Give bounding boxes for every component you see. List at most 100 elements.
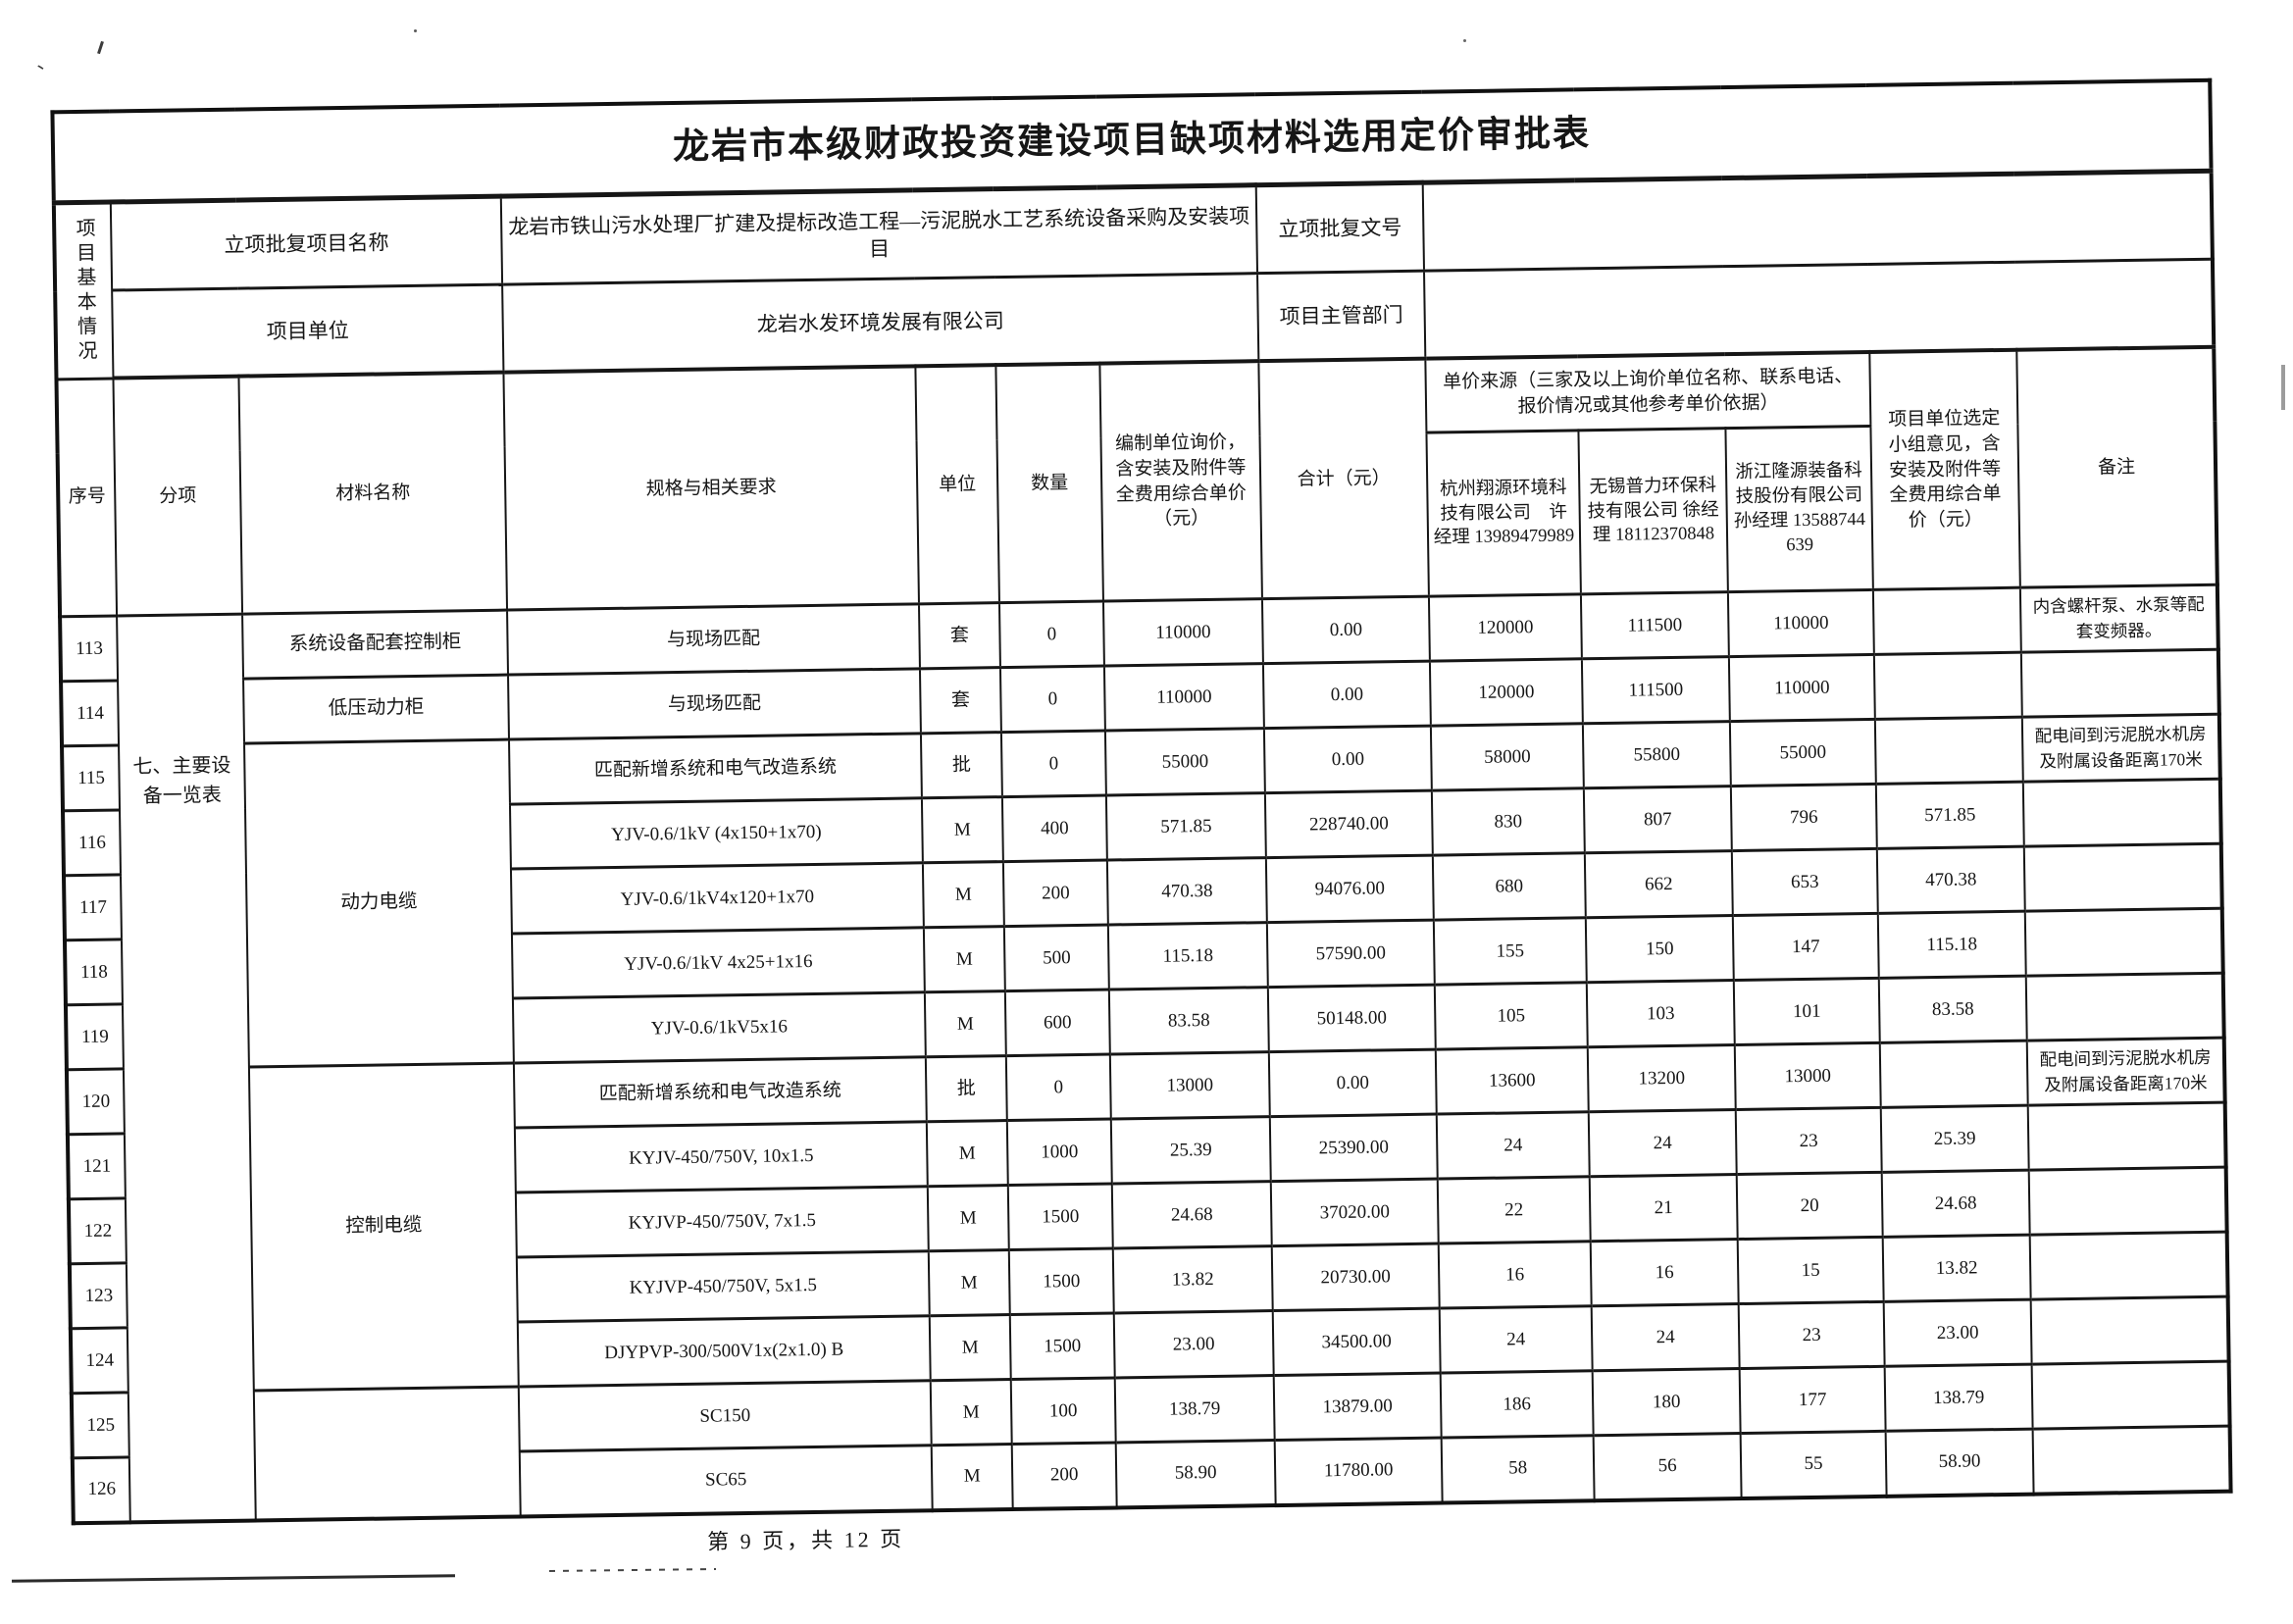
cell-seq: 122 [68, 1197, 127, 1264]
cell-vendor3-quote: 101 [1733, 978, 1880, 1045]
cell-material: 低压动力柜 [243, 675, 509, 744]
cell-seq: 125 [71, 1392, 129, 1458]
cell-compiled-price: 23.00 [1113, 1310, 1274, 1378]
cell-selected-price: 24.68 [1881, 1170, 2030, 1238]
cell-seq: 113 [60, 615, 119, 682]
cell-remark: 配电间到污泥脱水机房及附属设备距离170米 [2021, 714, 2220, 783]
cell-spec: SC65 [519, 1445, 933, 1516]
header-total: 合计（元） [1258, 358, 1429, 599]
cell-material: 系统设备配套控制柜 [242, 610, 509, 680]
cell-vendor2-quote: 21 [1589, 1174, 1738, 1242]
cell-remark [2028, 1167, 2227, 1236]
header-compiled-price: 编制单位询价，含安装及附件等全费用综合单价（元） [1099, 361, 1262, 602]
cell-total: 37020.00 [1270, 1179, 1439, 1246]
cell-quantity: 1500 [1007, 1183, 1113, 1250]
cell-selected-price [1879, 1040, 2028, 1108]
header-spec: 规格与相关要求 [503, 366, 919, 611]
cell-selected-price [1872, 587, 2021, 655]
cell-unit: 套 [919, 667, 1001, 734]
cell-quantity: 600 [1004, 990, 1110, 1056]
cell-compiled-price: 55000 [1104, 728, 1265, 796]
cell-vendor2-quote: 16 [1590, 1239, 1739, 1306]
cell-remark [2030, 1296, 2229, 1365]
cell-seq: 119 [65, 1003, 124, 1070]
scan-artifact-line [11, 1574, 456, 1583]
cell-compiled-price: 571.85 [1105, 792, 1266, 861]
cell-remark [2025, 973, 2224, 1041]
cell-total: 25390.00 [1269, 1114, 1438, 1182]
cell-unit: M [927, 1185, 1009, 1251]
cell-quantity: 200 [1011, 1442, 1117, 1509]
cell-remark [2023, 843, 2222, 912]
cell-remark [2024, 908, 2223, 977]
cell-selected-price: 115.18 [1877, 911, 2026, 979]
cell-compiled-price: 83.58 [1108, 987, 1269, 1055]
cell-vendor1-quote: 830 [1431, 787, 1585, 856]
cell-unit: M [928, 1249, 1010, 1316]
cell-vendor3-quote: 653 [1731, 848, 1878, 916]
project-unit-label: 项目单位 [112, 284, 504, 379]
cell-compiled-price: 25.39 [1110, 1116, 1271, 1184]
section-label: 项目基本情况 [73, 217, 97, 365]
cell-seq: 118 [64, 939, 123, 1005]
section-label-cell: 项目基本情况 [53, 202, 114, 380]
cell-spec: YJV-0.6/1kV (4x150+1x70) [509, 797, 923, 870]
cell-quantity: 400 [1001, 795, 1107, 862]
cell-total: 50148.00 [1267, 985, 1436, 1052]
cell-remark [2031, 1361, 2230, 1430]
cell-total: 228740.00 [1264, 790, 1433, 858]
cell-vendor3-quote: 110000 [1727, 589, 1874, 657]
cell-spec: KYJVP-450/750V, 7x1.5 [515, 1186, 929, 1258]
cell-spec: SC150 [518, 1380, 932, 1451]
cell-total: 0.00 [1261, 596, 1430, 664]
cell-vendor1-quote: 186 [1440, 1370, 1594, 1439]
cell-vendor1-quote: 58000 [1430, 723, 1584, 791]
scan-artifact-dot [1463, 39, 1466, 42]
cell-quantity: 100 [1010, 1377, 1116, 1445]
cell-spec: KYJV-450/750V, 10x1.5 [514, 1121, 928, 1193]
cell-remark [2020, 649, 2219, 718]
approval-doc-no-value [1422, 171, 2213, 272]
cell-vendor1-quote: 105 [1434, 982, 1588, 1050]
cell-unit: 套 [918, 602, 1000, 669]
cell-spec: KYJVP-450/750V, 5x1.5 [516, 1250, 930, 1322]
header-vendor-1: 杭州翔源环境科技有限公司 许经理 13989479989 [1426, 430, 1581, 597]
cell-spec: 匹配新增系统和电气改造系统 [513, 1056, 927, 1129]
cell-remark [2029, 1232, 2228, 1300]
cell-compiled-price: 110000 [1103, 663, 1264, 732]
cell-selected-price: 23.00 [1883, 1299, 2032, 1367]
header-selected-price: 项目单位选定小组意见，含安装及附件等全费用综合单价（元） [1869, 349, 2020, 590]
cell-spec: 与现场匹配 [508, 668, 921, 740]
cell-vendor1-quote: 120000 [1429, 658, 1583, 727]
cell-vendor3-quote: 15 [1737, 1237, 1884, 1304]
approval-doc-no-label: 立项批复文号 [1255, 182, 1425, 274]
header-subitem: 分项 [113, 376, 243, 616]
cell-material: 动力电缆 [244, 739, 514, 1068]
cell-seq: 126 [72, 1456, 130, 1523]
cell-subitem: 七、主要设备一览表 [117, 614, 256, 1522]
cell-compiled-price: 24.68 [1111, 1181, 1272, 1248]
cell-selected-price: 25.39 [1880, 1105, 2029, 1173]
page-number: 第 9 页，共 12 页 [706, 1526, 905, 1554]
header-vendor-2: 无锡普力环保科技有限公司 徐经理 18112370848 [1578, 428, 1728, 594]
cell-vendor3-quote: 177 [1739, 1366, 1886, 1434]
cell-seq: 114 [61, 680, 120, 746]
cell-vendor3-quote: 796 [1730, 784, 1877, 851]
cell-spec: DJYPVP-300/500V1x(2x1.0) B [517, 1315, 931, 1387]
cell-vendor3-quote: 23 [1735, 1107, 1882, 1175]
cell-remark [2027, 1102, 2226, 1171]
cell-quantity: 0 [999, 666, 1105, 733]
cell-selected-price: 571.85 [1875, 782, 2024, 849]
cell-vendor3-quote: 147 [1732, 913, 1879, 981]
cell-material: 控制电缆 [248, 1063, 519, 1391]
cell-unit: M [926, 1120, 1008, 1187]
cell-vendor1-quote: 16 [1438, 1241, 1592, 1309]
cell-unit: 批 [925, 1055, 1007, 1122]
cell-vendor1-quote: 24 [1439, 1305, 1593, 1374]
cell-vendor2-quote: 103 [1586, 980, 1735, 1047]
cell-compiled-price: 138.79 [1114, 1375, 1275, 1443]
cell-vendor2-quote: 807 [1583, 786, 1732, 853]
cell-unit: 批 [920, 732, 1002, 798]
scan-artifact-tick [97, 40, 104, 55]
project-unit-value: 龙岩水发环境发展有限公司 [502, 273, 1259, 373]
